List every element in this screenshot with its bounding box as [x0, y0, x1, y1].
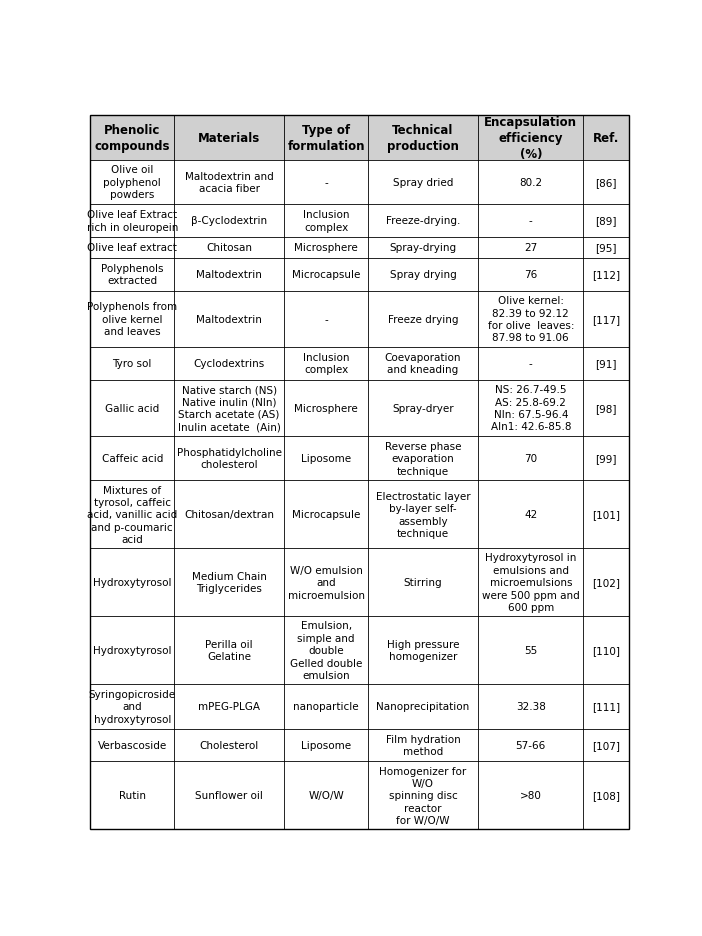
Text: Microcapsule: Microcapsule	[292, 270, 360, 280]
Text: Perilla oil
Gelatine: Perilla oil Gelatine	[206, 639, 253, 662]
Text: Film hydration
method: Film hydration method	[385, 734, 461, 756]
Text: Encapsulation
efficiency
(%): Encapsulation efficiency (%)	[484, 116, 577, 161]
Text: Hydroxytyrosol in
emulsions and
microemulsions
were 500 ppm and
600 ppm: Hydroxytyrosol in emulsions and microemu…	[482, 553, 580, 612]
Text: Phosphatidylcholine
cholesterol: Phosphatidylcholine cholesterol	[177, 447, 282, 470]
Text: High pressure
homogenizer: High pressure homogenizer	[387, 639, 459, 662]
Text: [110]: [110]	[592, 646, 620, 655]
Text: Spray-dryer: Spray-dryer	[392, 403, 454, 414]
Text: Spray-drying: Spray-drying	[390, 243, 456, 253]
Text: Electrostatic layer
by-layer self-
assembly
technique: Electrostatic layer by-layer self- assem…	[376, 491, 470, 538]
Text: Gallic acid: Gallic acid	[105, 403, 159, 414]
Text: Olive oil
polyphenol
powders: Olive oil polyphenol powders	[103, 166, 161, 200]
Text: [89]: [89]	[595, 216, 617, 227]
Text: mPEG-PLGA: mPEG-PLGA	[198, 702, 260, 711]
Text: Spray dried: Spray dried	[393, 178, 453, 187]
Text: [117]: [117]	[592, 314, 621, 325]
Text: Coevaporation
and kneading: Coevaporation and kneading	[385, 353, 461, 375]
Text: [111]: [111]	[592, 702, 621, 711]
Text: Ref.: Ref.	[593, 132, 619, 145]
Text: Maltodextrin: Maltodextrin	[197, 314, 262, 325]
Text: [101]: [101]	[592, 510, 620, 519]
Text: [86]: [86]	[595, 178, 617, 187]
Text: Chitosan: Chitosan	[206, 243, 252, 253]
Text: Phenolic
compounds: Phenolic compounds	[95, 124, 170, 153]
Text: Olive leaf extract: Olive leaf extract	[87, 243, 177, 253]
Text: W/O emulsion
and
microemulsion: W/O emulsion and microemulsion	[288, 565, 364, 600]
Text: Inclusion
complex: Inclusion complex	[303, 210, 350, 232]
Text: [112]: [112]	[592, 270, 621, 280]
Text: Olive leaf Extract
rich in oleuropein: Olive leaf Extract rich in oleuropein	[86, 210, 178, 232]
Text: [99]: [99]	[595, 454, 617, 463]
Bar	[91, 116, 629, 160]
Text: Olive kernel:
82.39 to 92.12
for olive  leaves:
87.98 to 91.06: Olive kernel: 82.39 to 92.12 for olive l…	[487, 296, 574, 343]
Text: -: -	[324, 178, 328, 187]
Text: Syringopicroside
and
hydroxytyrosol: Syringopicroside and hydroxytyrosol	[88, 689, 176, 724]
Text: Chitosan/dextran: Chitosan/dextran	[184, 510, 274, 519]
Text: Mixtures of
tyrosol, caffeic
acid, vanillic acid
and p-coumaric
acid: Mixtures of tyrosol, caffeic acid, vanil…	[87, 485, 178, 545]
Text: Type of
formulation: Type of formulation	[287, 124, 365, 153]
Text: -: -	[529, 216, 533, 227]
Text: 70: 70	[524, 454, 537, 463]
Text: 80.2: 80.2	[519, 178, 543, 187]
Text: Maltodextrin and
acacia fiber: Maltodextrin and acacia fiber	[185, 171, 274, 194]
Text: [95]: [95]	[595, 243, 617, 253]
Text: 55: 55	[524, 646, 538, 655]
Text: 57-66: 57-66	[516, 740, 546, 751]
Text: Sunflower oil: Sunflower oil	[195, 791, 263, 800]
Text: Emulsion,
simple and
double
Gelled double
emulsion: Emulsion, simple and double Gelled doubl…	[290, 621, 362, 680]
Text: Freeze-drying.: Freeze-drying.	[386, 216, 461, 227]
Text: Inclusion
complex: Inclusion complex	[303, 353, 350, 375]
Text: [91]: [91]	[595, 358, 617, 369]
Text: -: -	[529, 358, 533, 369]
Text: Polyphenols
extracted: Polyphenols extracted	[101, 264, 164, 286]
Text: W/O/W: W/O/W	[308, 791, 344, 800]
Text: Materials: Materials	[198, 132, 260, 145]
Text: Liposome: Liposome	[301, 740, 351, 751]
Text: Stirring: Stirring	[404, 578, 442, 588]
Text: Spray drying: Spray drying	[390, 270, 456, 280]
Text: -: -	[324, 314, 328, 325]
Text: Medium Chain
Triglycerides: Medium Chain Triglycerides	[192, 572, 267, 593]
Text: Native starch (NS)
Native inulin (NIn)
Starch acetate (AS)
Inulin acetate  (Ain): Native starch (NS) Native inulin (NIn) S…	[178, 385, 281, 431]
Text: Liposome: Liposome	[301, 454, 351, 463]
Text: Verbascoside: Verbascoside	[98, 740, 167, 751]
Text: [108]: [108]	[592, 791, 620, 800]
Text: Polyphenols from
olive kernel
and leaves: Polyphenols from olive kernel and leaves	[87, 302, 178, 337]
Text: Rutin: Rutin	[119, 791, 146, 800]
Text: 32.38: 32.38	[516, 702, 545, 711]
Text: Cholesterol: Cholesterol	[199, 740, 259, 751]
Text: >80: >80	[520, 791, 542, 800]
Text: Hydroxytyrosol: Hydroxytyrosol	[93, 646, 171, 655]
Text: Caffeic acid: Caffeic acid	[102, 454, 163, 463]
Text: β-Cyclodextrin: β-Cyclodextrin	[191, 216, 267, 227]
Text: 76: 76	[524, 270, 538, 280]
Text: [102]: [102]	[592, 578, 620, 588]
Text: Microcapsule: Microcapsule	[292, 510, 360, 519]
Text: [107]: [107]	[592, 740, 620, 751]
Text: Tyro sol: Tyro sol	[112, 358, 152, 369]
Text: Technical
production: Technical production	[387, 124, 459, 153]
Text: Microsphere: Microsphere	[294, 243, 358, 253]
Text: Reverse phase
evaporation
technique: Reverse phase evaporation technique	[385, 441, 461, 476]
Text: nanoparticle: nanoparticle	[293, 702, 359, 711]
Text: Cyclodextrins: Cyclodextrins	[194, 358, 265, 369]
Text: Maltodextrin: Maltodextrin	[197, 270, 262, 280]
Text: Freeze drying: Freeze drying	[388, 314, 458, 325]
Text: Microsphere: Microsphere	[294, 403, 358, 414]
Text: Hydroxytyrosol: Hydroxytyrosol	[93, 578, 171, 588]
Text: Homogenizer for
W/O
spinning disc
reactor
for W/O/W: Homogenizer for W/O spinning disc reacto…	[380, 766, 467, 826]
Text: [98]: [98]	[595, 403, 617, 414]
Text: 27: 27	[524, 243, 538, 253]
Text: NS: 26.7-49.5
AS: 25.8-69.2
NIn: 67.5-96.4
AIn1: 42.6-85.8: NS: 26.7-49.5 AS: 25.8-69.2 NIn: 67.5-96…	[491, 385, 571, 431]
Text: Nanoprecipitation: Nanoprecipitation	[376, 702, 470, 711]
Text: 42: 42	[524, 510, 538, 519]
